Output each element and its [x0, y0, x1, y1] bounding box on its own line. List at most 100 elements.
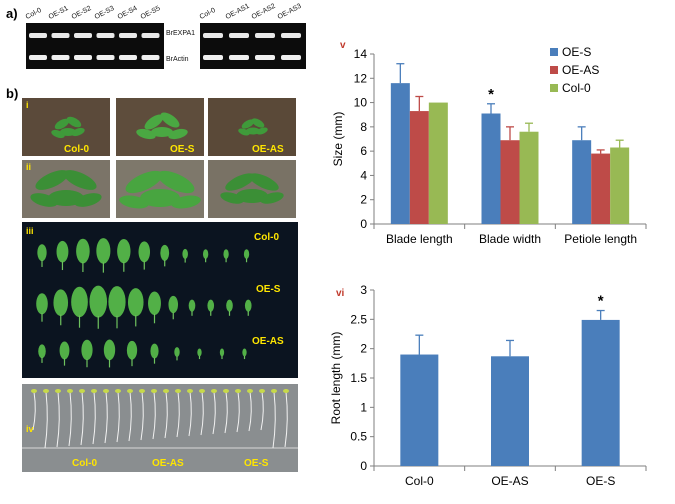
photo-i-oes	[116, 98, 204, 156]
gel-band-brexpa1	[229, 33, 249, 38]
leaf-shape	[126, 340, 138, 360]
leaf-shape	[81, 339, 93, 361]
y-tick-label: 1	[360, 400, 367, 414]
leaf-shape	[168, 295, 179, 314]
gel-band-bractin	[74, 55, 92, 60]
photo-iv-label-oeas: OE-AS	[152, 458, 184, 469]
leaf-shape	[202, 249, 209, 259]
gel-antisense	[200, 23, 306, 69]
y-tick-label: 2.5	[350, 312, 367, 326]
seedling-root	[140, 391, 144, 441]
chart-panel-tag: vi	[336, 288, 345, 299]
seedling-cotyledon	[175, 389, 181, 393]
seedling-cotyledon	[31, 389, 37, 393]
y-tick-label: 14	[354, 47, 368, 61]
y-tick-label: 1.5	[350, 371, 367, 385]
seedling-cotyledon	[79, 389, 85, 393]
seedling-cotyledon	[259, 389, 265, 393]
leaf-shape	[197, 348, 202, 357]
gel-band-bractin	[203, 55, 223, 60]
seedling-root	[224, 391, 228, 434]
gel1-lane-label: OE-S5	[139, 4, 162, 21]
leaf-shape	[188, 299, 196, 312]
seedling-root	[92, 391, 96, 445]
leaf-shape	[71, 286, 88, 318]
x-category-label: Blade length	[386, 232, 453, 246]
gel-band-brexpa1	[29, 33, 47, 38]
leaf-shape	[108, 286, 126, 318]
x-category-label: Blade width	[479, 232, 541, 246]
seedling-cotyledon	[283, 389, 289, 393]
gel2-lane-label: Col-0	[198, 6, 217, 21]
leaf-shape	[219, 348, 225, 357]
photo-ii-col0	[22, 160, 110, 218]
photo-iv-label-oes: OE-S	[244, 458, 269, 469]
seedling-root	[164, 391, 168, 439]
leaf-shape	[36, 293, 48, 315]
seedling-cotyledon	[247, 389, 253, 393]
legend-label: OE-AS	[562, 63, 599, 77]
seedling-cotyledon	[91, 389, 97, 393]
seedling-root	[236, 391, 240, 433]
leaf-shape	[207, 299, 215, 312]
bar	[610, 147, 630, 224]
seedling-cotyledon	[163, 389, 169, 393]
leaf-shape	[148, 291, 161, 316]
y-tick-label: 12	[354, 71, 368, 85]
bar	[572, 140, 592, 224]
photo-i-label-oeas: OE-AS	[252, 144, 284, 155]
gel-band-brexpa1	[119, 33, 137, 38]
seedling-root	[272, 391, 276, 449]
seedling-cotyledon	[115, 389, 121, 393]
gel-band-brexpa1	[51, 33, 70, 38]
seedling-root	[188, 391, 192, 437]
bar	[591, 153, 611, 224]
seedling-root	[212, 391, 216, 435]
bar	[500, 140, 520, 224]
gel-band-bractin	[281, 55, 301, 60]
gel-band-brexpa1	[203, 33, 223, 38]
photo-i-col0	[22, 98, 110, 156]
seedling-root	[44, 391, 48, 449]
roman-iii: iii	[26, 226, 34, 236]
seedling-root	[200, 391, 204, 436]
gene-label-bractin: BrActin	[166, 56, 189, 63]
leaf-shape	[242, 348, 247, 357]
gel1-lane-label: OE-S1	[47, 4, 70, 21]
bar	[519, 131, 539, 224]
leaf-shape	[223, 249, 229, 259]
leaf-shape	[127, 288, 144, 317]
seedling-cotyledon	[211, 389, 217, 393]
leaf-shape	[138, 241, 151, 263]
photo-iii-label-oes: OE-S	[256, 284, 281, 295]
x-category-label: Col-0	[405, 474, 434, 488]
photo-i-oeas	[208, 98, 296, 156]
y-tick-label: 0.5	[350, 430, 367, 444]
panel-b-label: b)	[6, 86, 19, 101]
gel1-lane-label: OE-S3	[93, 4, 116, 21]
x-category-label: OE-S	[586, 474, 615, 488]
seedling-cotyledon	[199, 389, 205, 393]
gel2-lane-label: OE-AS1	[224, 2, 251, 22]
leaf-shape	[89, 285, 108, 318]
y-tick-label: 6	[360, 144, 367, 158]
seedling-root	[116, 391, 120, 443]
gel-band-bractin	[141, 55, 160, 60]
roman-iv: iv	[26, 424, 34, 434]
seedling-root	[260, 391, 264, 431]
x-category-label: OE-AS	[491, 474, 528, 488]
leaf-shape	[244, 299, 252, 312]
rosette-oes-image	[116, 98, 204, 156]
seedling-cotyledon	[271, 389, 277, 393]
seedling-cotyledon	[127, 389, 133, 393]
seedling-cotyledon	[55, 389, 61, 393]
leaf-shape	[96, 238, 111, 264]
bar	[481, 113, 501, 224]
panel-a-label: a)	[6, 6, 18, 21]
bar	[400, 354, 439, 466]
rosette-ii-col0-image	[22, 160, 110, 218]
seedling-cotyledon	[103, 389, 109, 393]
y-tick-label: 4	[360, 168, 367, 182]
seedling-cotyledon	[223, 389, 229, 393]
gene-label-brexpa1: BrEXPA1	[166, 30, 196, 37]
